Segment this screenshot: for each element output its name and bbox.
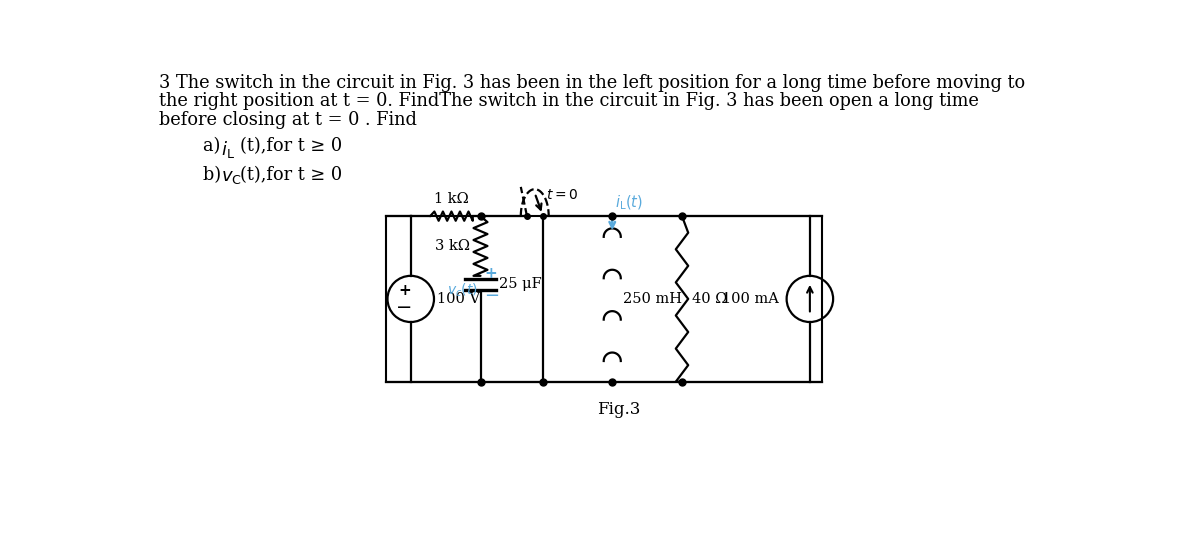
Text: $i_{\rm L}(t)$: $i_{\rm L}(t)$: [615, 194, 643, 212]
Text: 25 μF: 25 μF: [499, 277, 542, 292]
Text: before closing at t = 0 . Find: before closing at t = 0 . Find: [159, 111, 417, 129]
Text: +: +: [484, 266, 497, 281]
Text: 3 kΩ: 3 kΩ: [435, 239, 470, 253]
Text: $i_{\rm L}$: $i_{\rm L}$: [221, 139, 234, 160]
Text: (t),for t ≥ 0: (t),for t ≥ 0: [240, 166, 343, 184]
Text: $v_c(t)$: $v_c(t)$: [448, 282, 478, 299]
Bar: [386, 216, 821, 382]
Text: Fig.3: Fig.3: [597, 401, 641, 418]
Text: 100 mA: 100 mA: [722, 292, 779, 306]
Text: 250 mH: 250 mH: [623, 292, 682, 306]
Text: 40 Ω: 40 Ω: [693, 292, 728, 306]
Text: a): a): [203, 137, 226, 155]
Text: 1 kΩ: 1 kΩ: [434, 192, 469, 206]
Text: 100 V: 100 V: [437, 292, 481, 306]
Text: $t = 0$: $t = 0$: [545, 188, 578, 202]
Text: 3 The switch in the circuit in Fig. 3 has been in the left position for a long t: 3 The switch in the circuit in Fig. 3 ha…: [159, 74, 1025, 92]
Text: $v_{\rm C}$: $v_{\rm C}$: [221, 168, 241, 186]
Text: b): b): [203, 166, 227, 184]
Text: −: −: [484, 287, 499, 305]
Text: the right position at t = 0. FindThe switch in the circuit in Fig. 3 has been op: the right position at t = 0. FindThe swi…: [159, 92, 979, 110]
Text: +: +: [398, 283, 411, 298]
Text: −: −: [396, 298, 412, 317]
Text: (t),for t ≥ 0: (t),for t ≥ 0: [240, 137, 343, 155]
